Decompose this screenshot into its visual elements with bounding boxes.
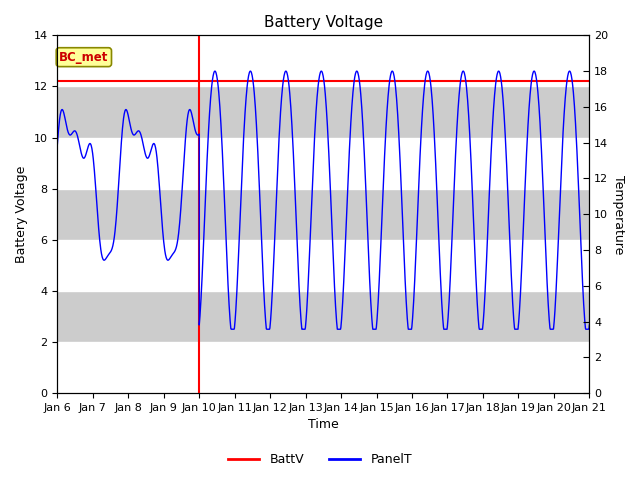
Text: BC_met: BC_met (59, 51, 109, 64)
Y-axis label: Temperature: Temperature (612, 175, 625, 254)
Bar (58, 138, 589, 189)
Bar (58, 36, 589, 86)
X-axis label: Time: Time (308, 419, 339, 432)
Legend: BattV, PanelT: BattV, PanelT (223, 448, 417, 471)
Bar (58, 240, 589, 291)
Y-axis label: Battery Voltage: Battery Voltage (15, 166, 28, 263)
Title: Battery Voltage: Battery Voltage (264, 15, 383, 30)
Bar (58, 342, 589, 393)
